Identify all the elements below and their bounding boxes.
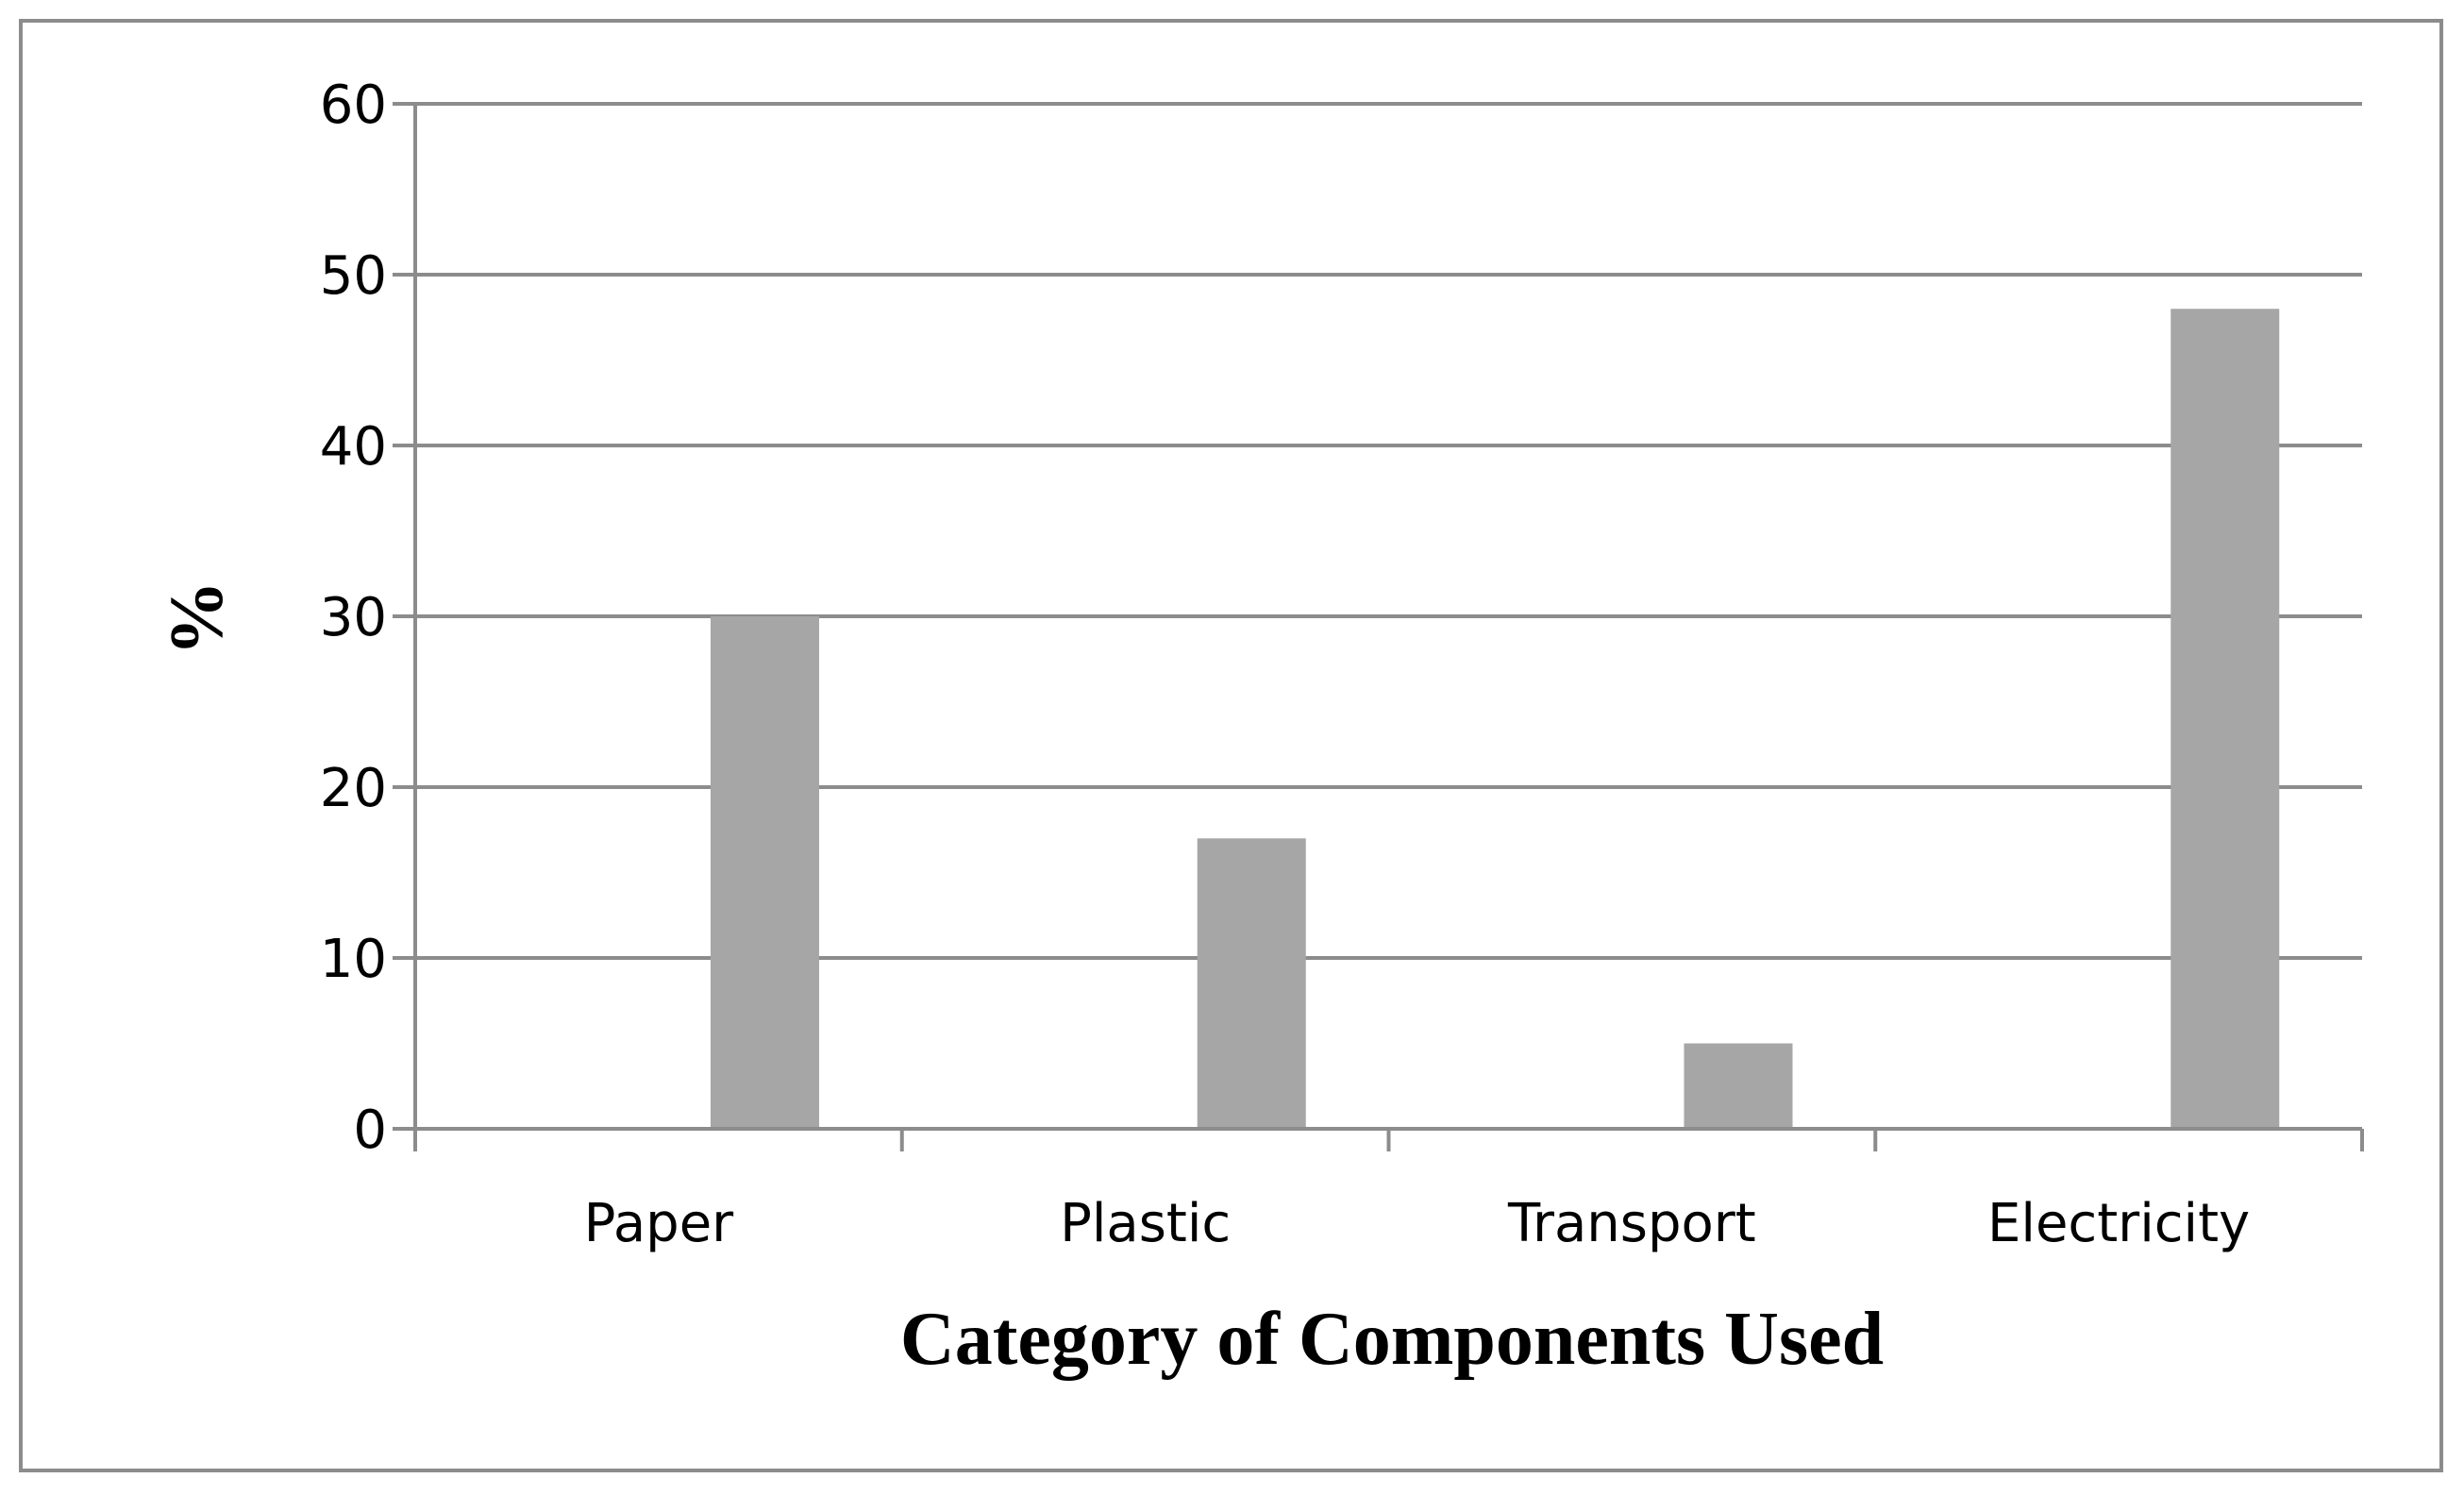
bar-plastic [1197, 838, 1306, 1129]
x-tick-label-plastic: Plastic [1060, 1193, 1231, 1254]
bar-electricity [2171, 309, 2280, 1129]
y-axis-title: % [156, 580, 239, 656]
bars [711, 309, 2280, 1129]
x-tick-label-paper: Paper [584, 1193, 735, 1254]
y-tick-label: 20 [320, 758, 387, 819]
bar-transport [1684, 1043, 1793, 1129]
y-tick-label: 10 [320, 929, 387, 990]
y-tick-label: 50 [320, 245, 387, 307]
y-tick-label: 30 [320, 587, 387, 648]
y-tick-label: 60 [320, 75, 387, 136]
y-tick-label: 40 [320, 416, 387, 478]
x-axis-title: Category of Components Used [900, 1298, 1884, 1381]
x-tick-labels: Paper Plastic Transport Electricity [584, 1193, 2251, 1254]
gridlines [393, 102, 2362, 960]
x-tick-label-electricity: Electricity [1987, 1193, 2250, 1254]
bar-paper [711, 616, 819, 1129]
chart-frame [19, 19, 2443, 1472]
y-tick-label: 0 [353, 1100, 387, 1161]
axes [393, 104, 2364, 1151]
y-tick-labels: 0 10 20 30 40 50 60 [320, 75, 387, 1161]
x-tick-label-transport: Transport [1507, 1193, 1756, 1254]
